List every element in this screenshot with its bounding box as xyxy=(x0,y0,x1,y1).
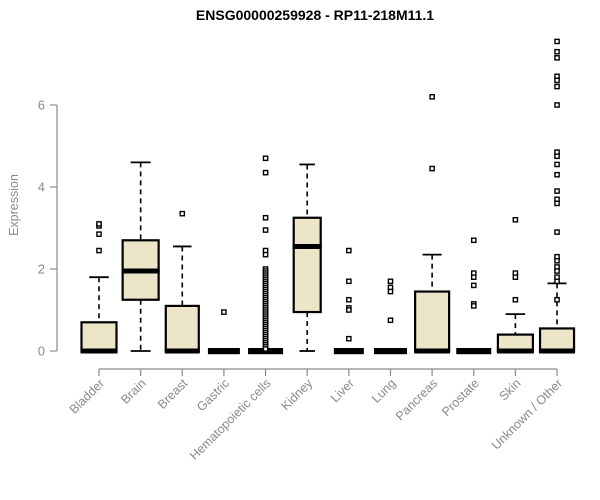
box-rect xyxy=(292,216,322,314)
collapsed-box-bar xyxy=(456,348,492,355)
x-tick-label: Breast xyxy=(155,376,191,412)
outlier-point xyxy=(554,102,560,108)
box-rect xyxy=(164,304,200,353)
boxplot-prostate xyxy=(456,237,492,355)
outlier-point xyxy=(554,278,560,285)
box-rect xyxy=(538,327,576,353)
outlier-point xyxy=(554,153,560,160)
outlier-point xyxy=(346,296,352,303)
box-rect xyxy=(414,290,451,353)
outlier-point xyxy=(470,282,477,289)
outlier-point xyxy=(96,231,102,237)
outlier-point xyxy=(262,227,269,233)
outlier-point xyxy=(262,155,269,162)
outlier-point xyxy=(387,288,394,295)
outlier-point xyxy=(429,165,435,172)
outlier-point xyxy=(554,38,560,45)
x-tick-label: Kidney xyxy=(278,376,315,413)
boxplot-unknown-other xyxy=(538,38,576,354)
outlier-point xyxy=(262,214,269,221)
outlier-point xyxy=(554,161,560,168)
outlier-point xyxy=(554,55,560,61)
outlier-point xyxy=(262,169,269,176)
outlier-point xyxy=(346,335,352,342)
outlier-point xyxy=(96,221,102,227)
outlier-point xyxy=(554,188,560,194)
x-tick-label: Unknown / Other xyxy=(489,376,565,452)
collapsed-box-bar xyxy=(207,348,240,355)
y-tick-label: 6 xyxy=(38,98,45,113)
outlier-point xyxy=(221,309,227,315)
collapsed-box-bar xyxy=(333,348,364,355)
outlier-point xyxy=(470,274,477,281)
outlier-point xyxy=(554,200,560,207)
outlier-point xyxy=(554,296,560,303)
outlier-point xyxy=(554,171,560,178)
x-tick-label: Bladder xyxy=(67,376,107,416)
outlier-point xyxy=(179,210,186,217)
outlier-point xyxy=(346,278,352,285)
collapsed-box-bar xyxy=(373,348,407,355)
outlier-point xyxy=(470,237,477,244)
y-tick-label: 2 xyxy=(38,262,45,277)
x-tick-label: Lung xyxy=(369,376,399,406)
outlier-point xyxy=(429,93,435,100)
outlier-point xyxy=(554,268,560,274)
outlier-point xyxy=(346,307,352,313)
outlier-point xyxy=(262,346,269,352)
outlier-point xyxy=(554,77,560,84)
outlier-point xyxy=(346,247,352,254)
outlier-point xyxy=(554,83,560,90)
boxplot-gastric xyxy=(207,309,240,355)
outlier-point xyxy=(554,258,560,264)
boxplot-breast xyxy=(164,210,200,354)
x-tick-label: Hematopoietic cells xyxy=(187,376,274,463)
boxplot-kidney xyxy=(292,163,322,352)
boxplot-skin xyxy=(496,216,534,354)
outlier-point xyxy=(262,251,269,258)
outlier-point xyxy=(512,274,519,281)
x-tick-label: Liver xyxy=(328,376,357,405)
y-tick-label: 0 xyxy=(38,344,45,359)
x-tick-label: Prostate xyxy=(439,376,482,419)
x-tick-label: Brain xyxy=(118,376,149,407)
x-tick-label: Pancreas xyxy=(393,376,440,423)
outlier-point xyxy=(470,303,477,309)
boxplot-hematopoietic-cells xyxy=(248,155,284,355)
boxplot-pancreas xyxy=(414,93,451,354)
chart-title: ENSG00000259928 - RP11-218M11.1 xyxy=(195,7,435,23)
outlier-point xyxy=(96,247,102,254)
boxplot-bladder xyxy=(80,221,118,354)
boxplot-lung xyxy=(373,278,407,355)
boxplot-liver xyxy=(333,247,364,355)
box-rect xyxy=(80,321,118,353)
outlier-point xyxy=(512,296,519,303)
outlier-point xyxy=(512,216,519,223)
x-tick-label: Skin xyxy=(496,376,523,403)
y-tick-label: 4 xyxy=(38,180,45,195)
outlier-point xyxy=(387,278,394,285)
outlier-point xyxy=(554,48,560,55)
boxplot-brain xyxy=(121,161,160,352)
outlier-point xyxy=(554,229,560,235)
outlier-point xyxy=(387,317,394,324)
x-tick-label: Gastric xyxy=(194,376,232,414)
